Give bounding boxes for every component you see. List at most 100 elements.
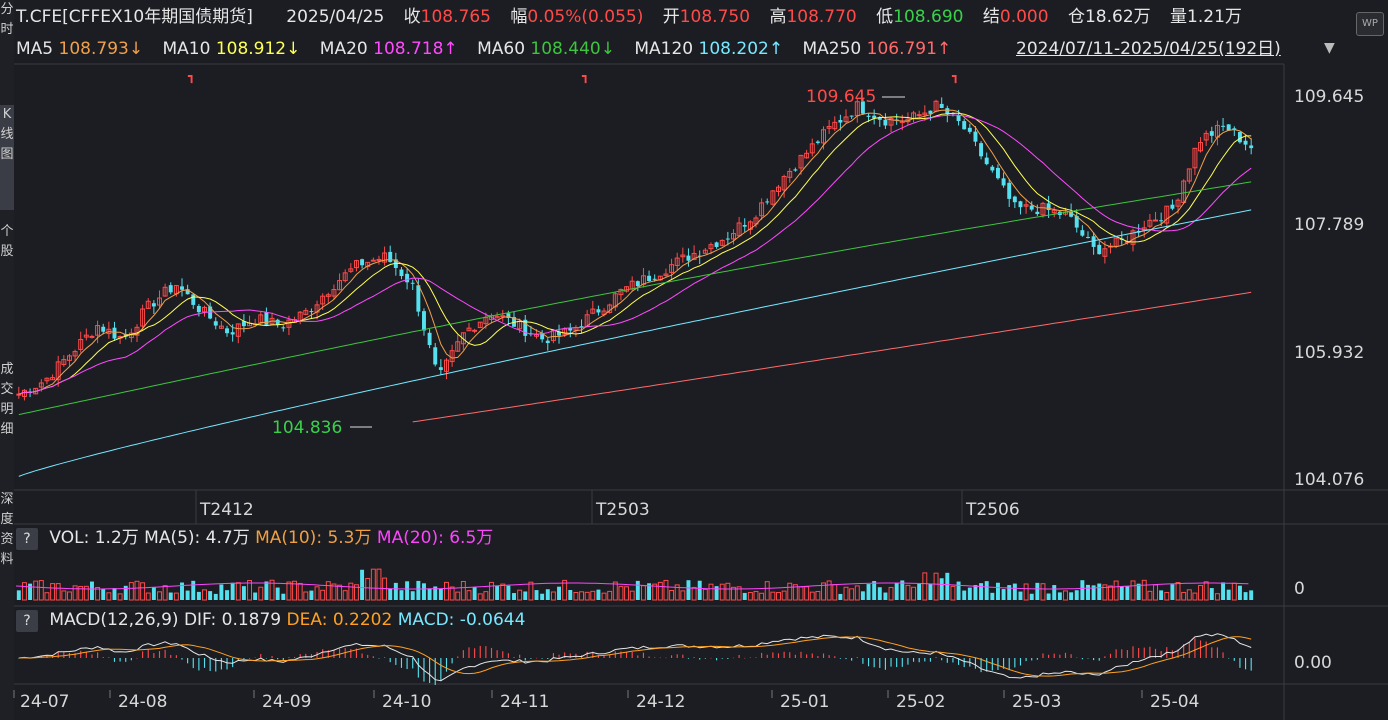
volume-bar: [399, 590, 404, 600]
volume-bar: [1209, 588, 1214, 600]
candle-body: [826, 125, 832, 129]
volume-bar: [787, 582, 793, 601]
side-tab-depth[interactable]: 深 度 资 料: [0, 490, 14, 600]
macd-bar: [907, 658, 909, 665]
candle-body: [702, 249, 708, 254]
volume-bar: [1007, 585, 1012, 600]
macd-bar: [1228, 658, 1230, 659]
chevron-down-icon[interactable]: ▼: [1324, 40, 1335, 56]
candle-body: [83, 334, 89, 338]
candle-body: [674, 257, 680, 266]
candle-body: [1029, 205, 1034, 210]
volume-bar: [342, 590, 348, 601]
macd-bar: [783, 651, 785, 658]
volume-bar: [731, 586, 736, 601]
candle-body: [838, 120, 843, 123]
candle-body: [979, 143, 984, 157]
side-tab-f10[interactable]: 个 股: [0, 222, 14, 332]
candle-body: [275, 319, 280, 325]
wp-icon[interactable]: WP: [1356, 12, 1384, 36]
volume-bar: [72, 585, 78, 601]
volume-bar: [1192, 592, 1198, 601]
volume-bar: [759, 592, 765, 601]
volume-bar: [286, 581, 292, 601]
volume-bar: [776, 591, 781, 601]
volume-bar: [708, 583, 714, 601]
candle-body: [258, 314, 264, 324]
volume-bar: [55, 583, 61, 601]
macd-bar: [519, 654, 521, 658]
settle-value: 0.000: [999, 7, 1049, 27]
volume-bar: [1136, 583, 1141, 600]
volume-bar: [1023, 583, 1029, 601]
candle-body: [916, 114, 922, 117]
date-tick: 24-12: [636, 692, 685, 712]
volume-bar: [1130, 580, 1136, 601]
volume-bar: [669, 590, 675, 601]
volume-help-button[interactable]: ?: [16, 528, 38, 550]
volume-bar: [528, 581, 534, 601]
macd-bar: [147, 649, 149, 658]
ma120-value: 108.202↑: [698, 39, 784, 59]
contract-label: T2506: [965, 500, 1020, 520]
ma-legend: MA5 108.793↓ MA10 108.912↓ MA20 108.718↑…: [16, 36, 951, 62]
date-range-selector[interactable]: 2024/07/11-2025/04/25(192日): [1016, 39, 1281, 59]
macd-bar: [119, 658, 121, 662]
candle-body: [562, 328, 568, 335]
volume-bar: [191, 580, 196, 600]
volume-bar: [821, 582, 826, 601]
macd-bar: [1059, 654, 1061, 658]
macd-bar: [1076, 657, 1078, 659]
volume-bar: [781, 590, 787, 601]
volume-bar: [66, 591, 72, 601]
macd-bar: [890, 658, 892, 667]
date-tick: 25-01: [780, 692, 829, 712]
candle-body: [843, 116, 849, 123]
low-label: 低: [876, 7, 894, 27]
candle-body: [928, 110, 933, 114]
macd-bar: [721, 658, 723, 659]
macd-bar: [434, 658, 436, 685]
candle-body: [714, 242, 719, 247]
volume-bar: [1249, 590, 1254, 600]
volume-bar: [460, 580, 466, 601]
volume-bar: [691, 586, 697, 601]
volume-bar: [180, 582, 184, 600]
side-tab-kline[interactable]: K 线 图: [0, 105, 14, 210]
volume-bar: [405, 581, 410, 600]
candle-body: [370, 259, 376, 262]
side-tab-char: 度: [0, 512, 14, 527]
candle-body: [1221, 125, 1226, 127]
macd-bar: [642, 652, 645, 658]
macd-bar: [288, 657, 290, 658]
high-label: 高: [769, 7, 787, 27]
volume-bar: [253, 592, 258, 600]
side-tab-trades[interactable]: 成 交 明 细: [0, 360, 14, 470]
volume-bar: [1221, 582, 1226, 600]
macd-bar: [935, 657, 937, 658]
volume-bar: [663, 579, 669, 601]
volume-bar: [657, 581, 663, 601]
macd-bar: [800, 651, 802, 658]
macd-bar: [158, 651, 161, 658]
macd-bar: [108, 657, 110, 658]
candle-body: [78, 339, 84, 350]
macd-bar: [817, 656, 819, 658]
candle-body: [984, 157, 989, 165]
volume-bar: [44, 592, 50, 601]
volume-bar: [905, 584, 911, 601]
candle-body: [1074, 216, 1079, 228]
macd-bar: [535, 657, 538, 659]
macd-bar: [142, 651, 144, 658]
volume-bar: [764, 581, 770, 601]
macd-bar: [485, 646, 487, 658]
candle-body: [140, 308, 146, 327]
macd-help-button[interactable]: ?: [16, 610, 38, 632]
volume-bar: [1164, 591, 1170, 601]
volume-bar: [157, 591, 162, 601]
macd-dea: DEA: 0.2202: [286, 610, 393, 630]
macd-bar: [592, 651, 594, 658]
side-tab-timeshare[interactable]: 分 时 图: [0, 0, 14, 40]
candle-body: [460, 332, 466, 345]
